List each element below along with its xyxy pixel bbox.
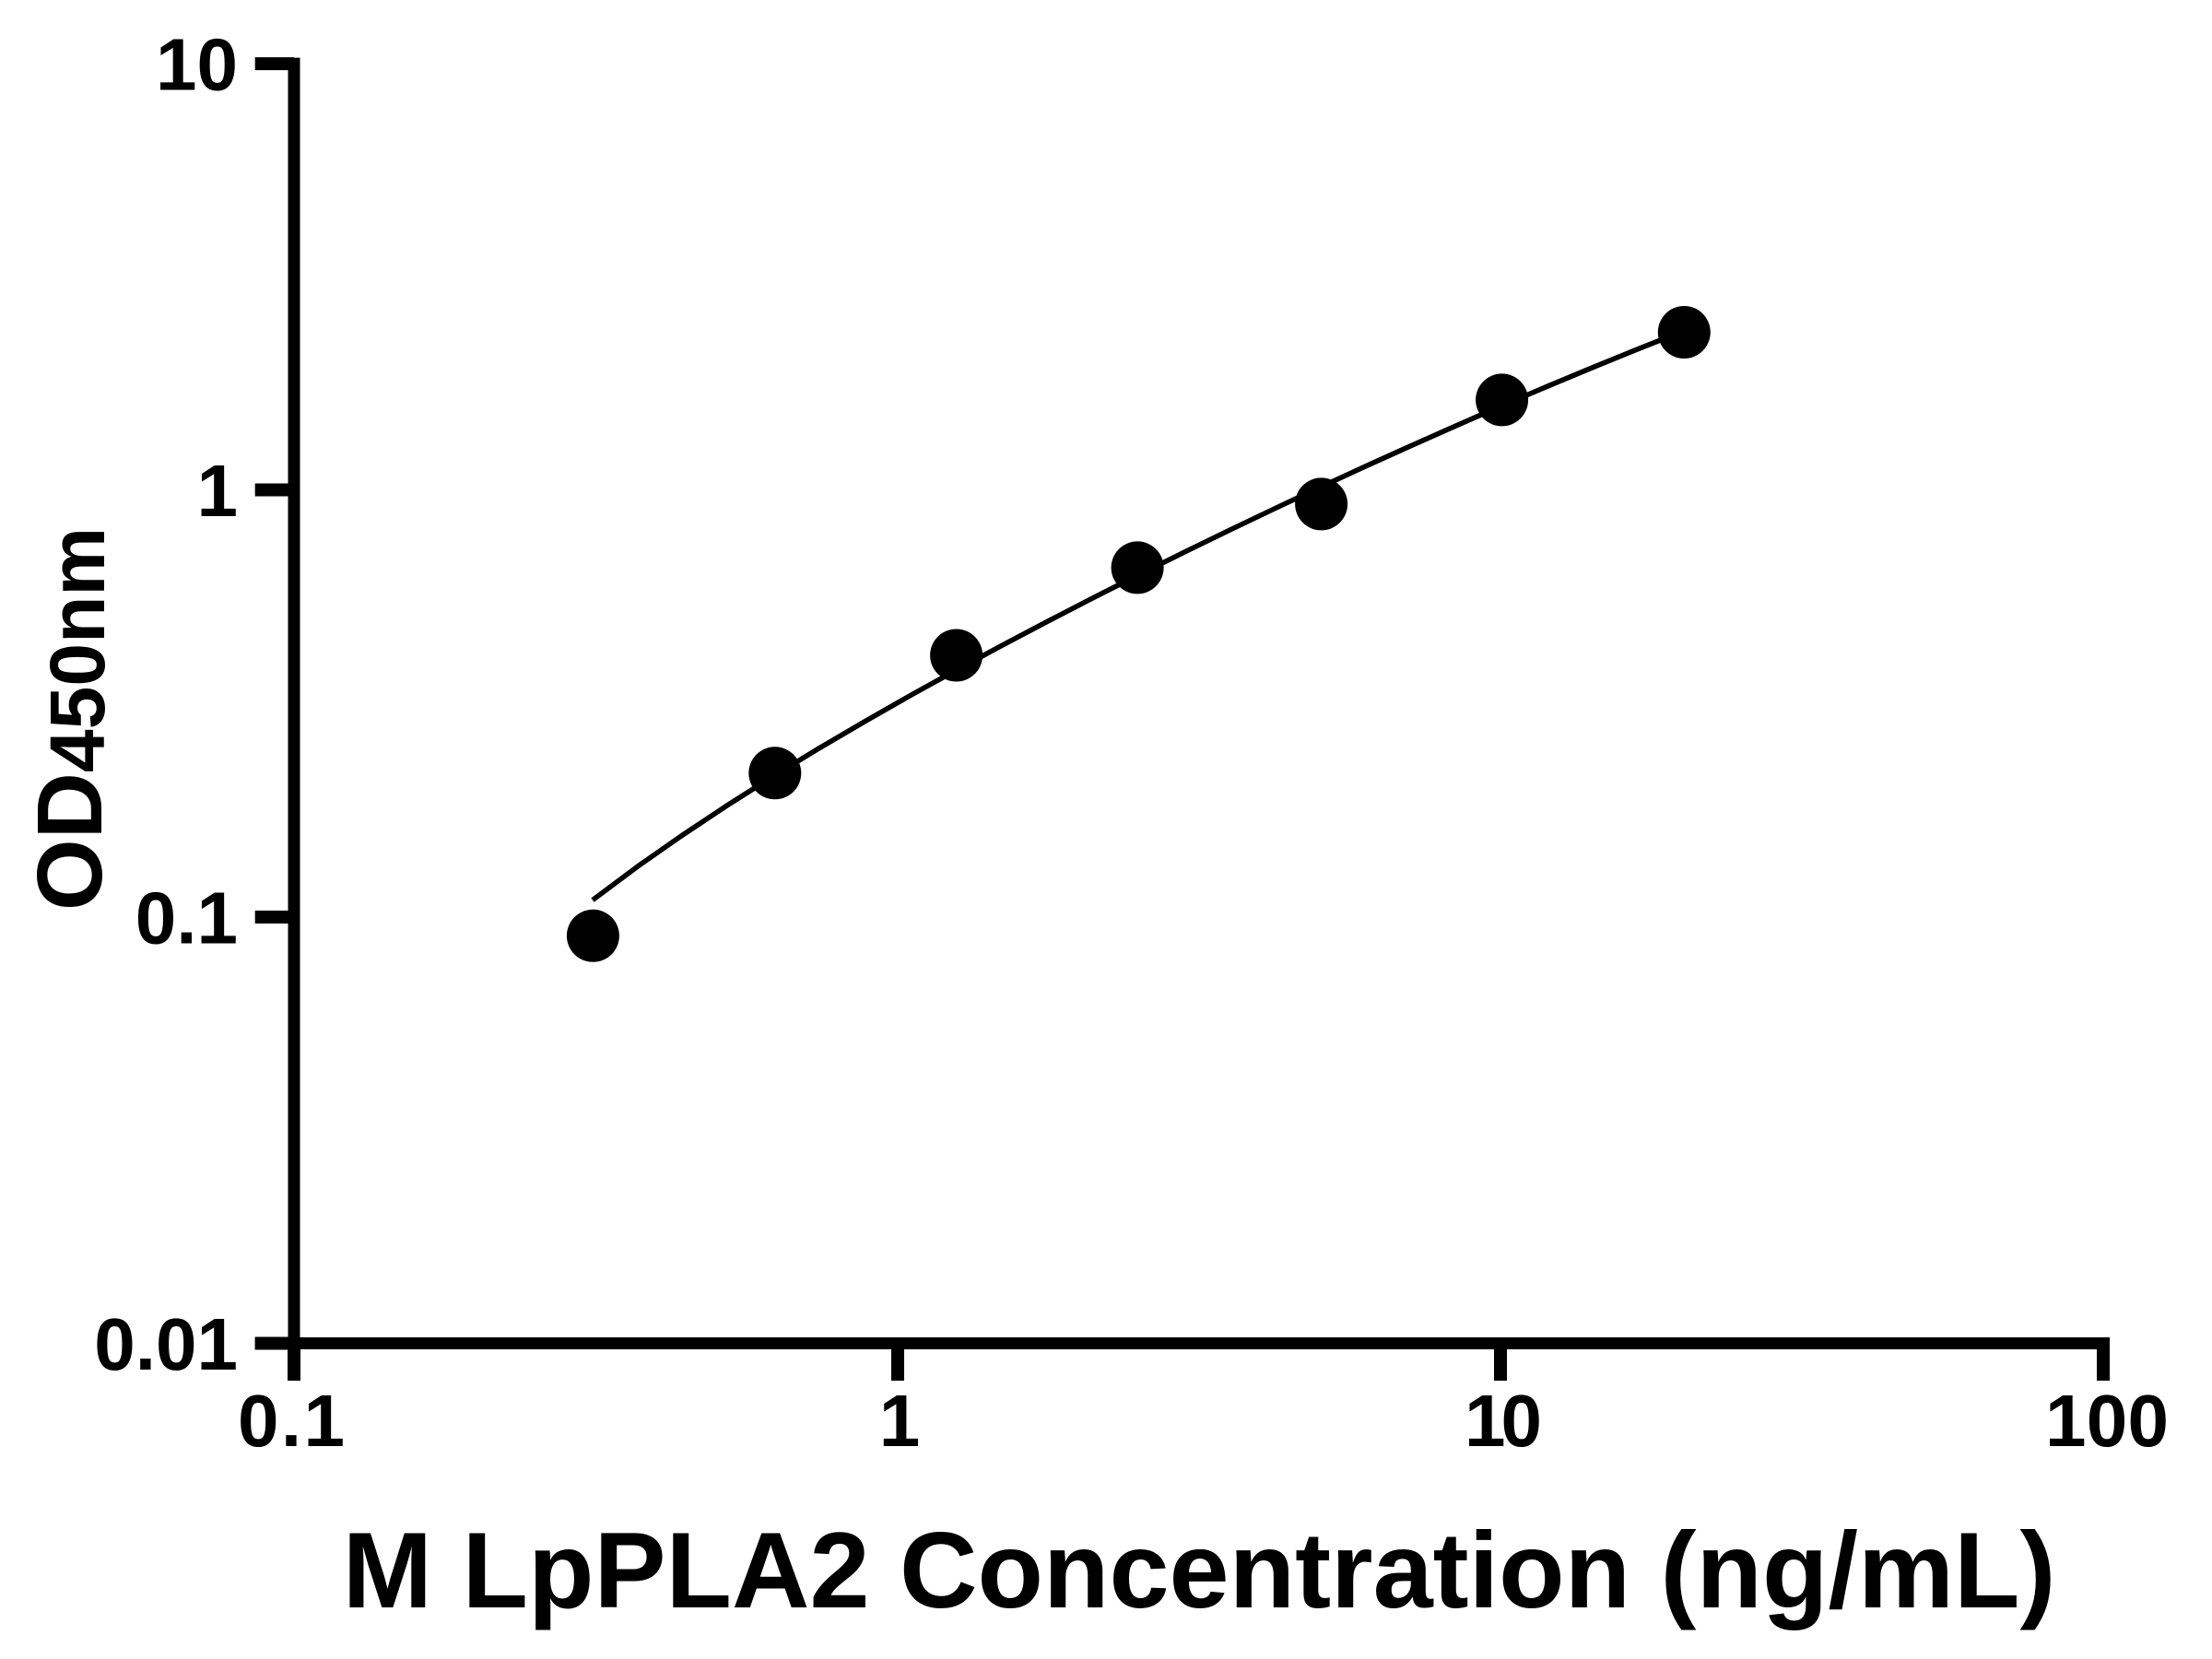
svg-text:0.1: 0.1	[135, 877, 238, 959]
svg-text:M LpPLA2 Concentration (ng/mL): M LpPLA2 Concentration (ng/mL)	[343, 1510, 2056, 1630]
svg-text:0.01: 0.01	[94, 1303, 238, 1385]
svg-text:0.1: 0.1	[238, 1380, 345, 1462]
svg-text:OD450nm: OD450nm	[18, 527, 122, 911]
svg-text:10: 10	[156, 23, 238, 105]
svg-text:1: 1	[879, 1380, 921, 1462]
svg-text:10: 10	[1465, 1380, 1542, 1462]
svg-text:1: 1	[197, 450, 239, 532]
svg-text:100: 100	[2045, 1380, 2169, 1462]
